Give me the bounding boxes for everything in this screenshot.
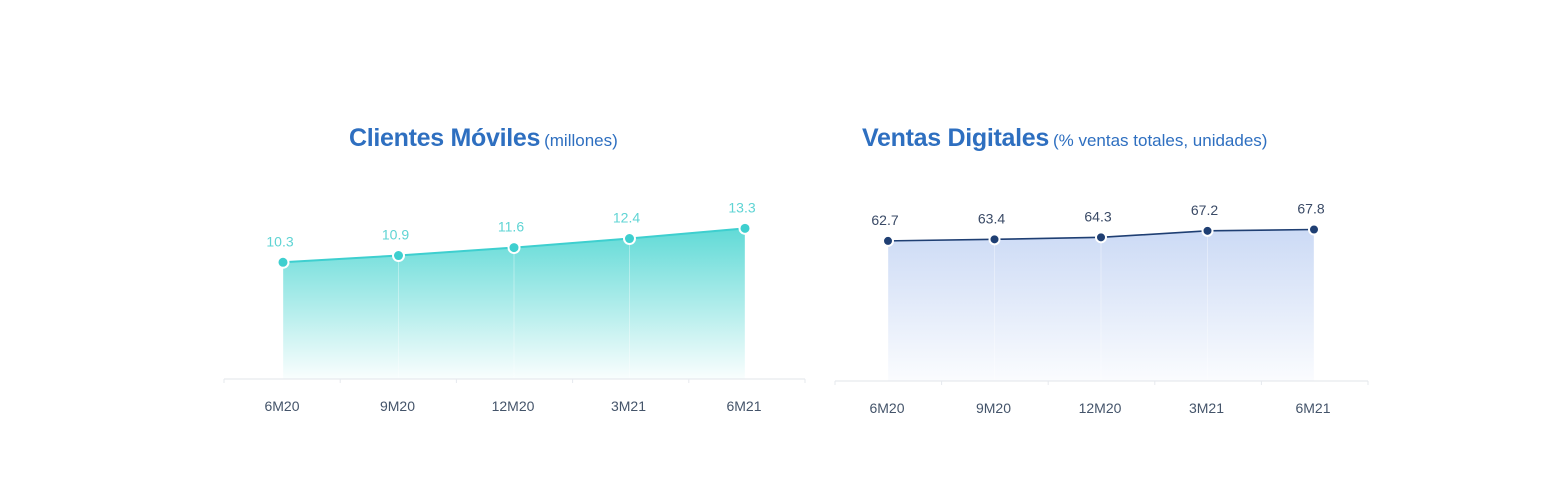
clientes-data-label-2: 11.6 bbox=[498, 219, 524, 235]
ventas-point-2 bbox=[1095, 231, 1107, 244]
ventas-category-label-0: 6M20 bbox=[869, 400, 904, 416]
clientes-data-label-0: 10.3 bbox=[266, 233, 293, 249]
ventas-data-label-2: 64.3 bbox=[1084, 208, 1111, 224]
clientes-data-label-1: 10.9 bbox=[382, 227, 409, 243]
ventas-data-label-1: 63.4 bbox=[978, 210, 1005, 226]
ventas-point-3 bbox=[1201, 224, 1214, 237]
ventas-data-label-0: 62.7 bbox=[871, 212, 898, 228]
clientes-category-label-4: 6M21 bbox=[726, 398, 761, 414]
ventas-data-label-4: 67.8 bbox=[1297, 200, 1324, 216]
clientes-category-label-3: 3M21 bbox=[611, 398, 646, 414]
clientes-category-label-2: 12M20 bbox=[492, 398, 535, 414]
ventas-digitales-title: Ventas Digitales (% ventas totales, unida… bbox=[862, 124, 1267, 153]
clientes-category-label-1: 9M20 bbox=[380, 398, 415, 414]
ventas-point-1 bbox=[988, 233, 1001, 246]
clientes-point-0 bbox=[276, 255, 290, 269]
clientes-point-4 bbox=[738, 221, 752, 235]
ventas-point-4 bbox=[1308, 223, 1320, 236]
ventas-digitales-title-unit: (% ventas totales, unidades) bbox=[1052, 131, 1268, 150]
clientes-moviles-title: Clientes Móviles (millones) bbox=[349, 124, 618, 153]
ventas-category-label-4: 6M21 bbox=[1295, 400, 1330, 416]
clientes-point-3 bbox=[623, 232, 636, 246]
clientes-point-2 bbox=[507, 241, 521, 255]
ventas-data-label-3: 67.2 bbox=[1191, 202, 1218, 218]
ventas-category-label-3: 3M21 bbox=[1189, 400, 1224, 416]
ventas-area-fill bbox=[888, 229, 1314, 381]
ventas-point-0 bbox=[882, 234, 894, 247]
ventas-digitales-title-main: Ventas Digitales bbox=[862, 124, 1049, 152]
clientes-area-fill bbox=[283, 228, 745, 379]
ventas-category-label-1: 9M20 bbox=[976, 400, 1011, 416]
clientes-data-label-4: 13.3 bbox=[728, 199, 755, 215]
ventas-category-label-2: 12M20 bbox=[1079, 400, 1122, 416]
clientes-moviles-title-unit: (millones) bbox=[544, 131, 618, 150]
clientes-moviles-title-main: Clientes Móviles bbox=[349, 124, 541, 152]
clientes-point-1 bbox=[392, 249, 405, 263]
clientes-category-label-0: 6M20 bbox=[264, 398, 299, 414]
clientes-data-label-3: 12.4 bbox=[613, 210, 640, 226]
